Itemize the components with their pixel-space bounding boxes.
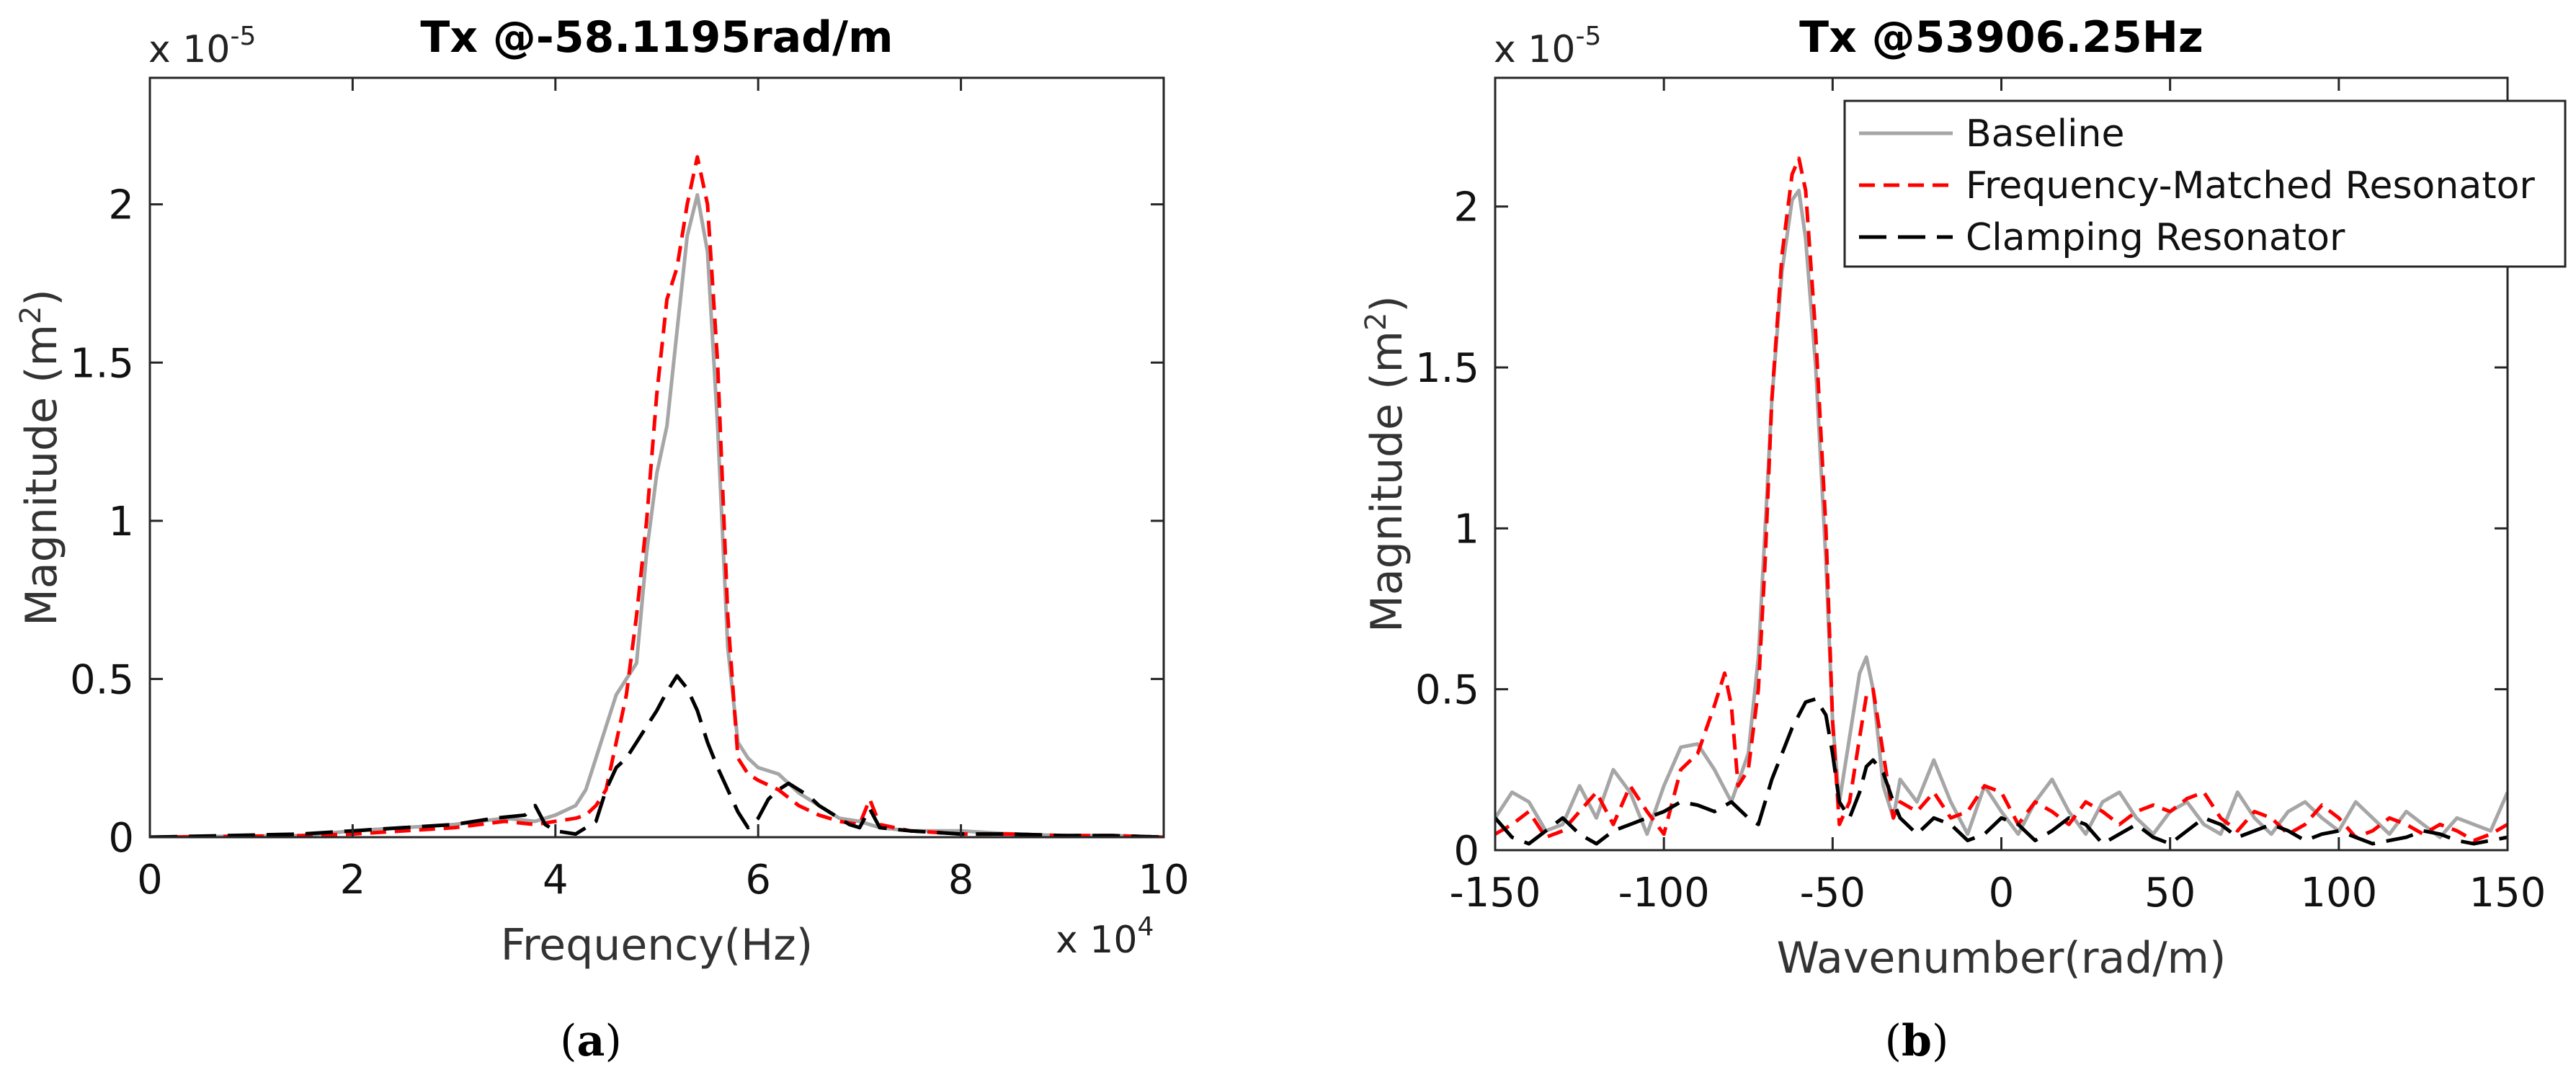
- chart-title: Tx @-58.1195rad/m: [420, 12, 893, 63]
- y-tick-label: 1: [1453, 506, 1479, 553]
- subfigure-caption: (b): [1885, 1016, 1949, 1066]
- legend-box: [1843, 99, 2567, 268]
- legend-entry-label: Frequency-Matched Resonator: [1966, 164, 2535, 207]
- y-tick-label: 0.5: [1415, 667, 1479, 714]
- series-line-baseline: [150, 193, 1164, 837]
- x-tick-label: 150: [2469, 870, 2546, 916]
- series-line-baseline: [1495, 188, 2508, 839]
- y-tick-label: 2: [1453, 184, 1479, 231]
- x-tick-label: -100: [1618, 870, 1710, 916]
- x-exponent-label: x 104: [1056, 912, 1154, 962]
- series-line-clamping-resonator: [150, 674, 1164, 837]
- x-tick-label: -150: [1449, 870, 1541, 916]
- x-tick-label: 0: [1989, 870, 2015, 916]
- chart-panel-b: -150 -100 -50 0 50 100 150 0 0.5 1 1.5 2 Tx @53906.2…: [1360, 12, 2567, 1066]
- x-tick-label: 6: [745, 857, 771, 903]
- x-tick-label: 4: [543, 857, 569, 903]
- y-axis-label: Magnitude (m2): [1360, 295, 1412, 633]
- y-exponent-label: x 10-5: [148, 22, 256, 71]
- x-tick-label: 10: [1138, 857, 1189, 903]
- legend-entry-label: Baseline: [1966, 112, 2124, 156]
- x-axis-label: Frequency(Hz): [501, 920, 813, 970]
- x-tick-label: 50: [2144, 870, 2196, 916]
- x-tick-label: 2: [340, 857, 366, 903]
- axes-box: [148, 76, 1165, 839]
- y-tick-label: 0.5: [70, 656, 134, 703]
- subfigure-caption: (a): [560, 1016, 622, 1066]
- y-axis-label: Magnitude (m2): [14, 289, 67, 626]
- x-tick-label: 0: [137, 857, 163, 903]
- legend-entry-label: Clamping Resonator: [1966, 216, 2345, 259]
- legend: Baseline Frequency-Matched Resonator Clamp…: [1843, 99, 2567, 268]
- series-line-clamping-resonator: [1495, 697, 2508, 846]
- x-axis-label: Wavenumber(rad/m): [1777, 933, 2227, 983]
- series-line-frequency-matched-resonator: [1495, 156, 2508, 843]
- y-tick-label: 0: [108, 815, 134, 862]
- chart-panel-a: 0 2 4 6 8 10 0 0.5 1 1.5 2 Tx @-58.1195rad/m x 10-5 x…: [14, 12, 1190, 1066]
- x-tick-label: -50: [1800, 870, 1866, 916]
- x-tick-label: 100: [2300, 870, 2377, 916]
- y-tick-label: 1.5: [1415, 345, 1479, 392]
- y-exponent-label: x 10-5: [1494, 22, 1601, 71]
- y-tick-label: 1: [108, 499, 134, 545]
- x-tick-label: 8: [948, 857, 974, 903]
- y-tick-label: 1.5: [70, 340, 134, 387]
- y-tick-label: 2: [108, 182, 134, 229]
- series-line-frequency-matched-resonator: [150, 155, 1164, 837]
- chart-title: Tx @53906.25Hz: [1799, 12, 2203, 63]
- y-tick-label: 0: [1453, 828, 1479, 875]
